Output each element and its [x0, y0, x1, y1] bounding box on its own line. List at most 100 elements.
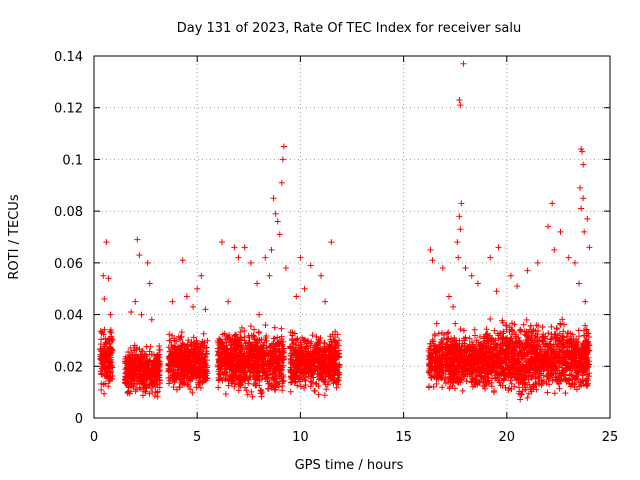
data-point	[269, 356, 276, 363]
data-point	[456, 96, 463, 103]
data-point	[245, 332, 252, 339]
data-point	[477, 334, 484, 341]
data-point	[196, 355, 203, 362]
data-point	[188, 361, 195, 368]
data-point	[198, 341, 205, 348]
data-point	[571, 259, 578, 266]
data-point	[131, 370, 138, 377]
data-point	[185, 337, 192, 344]
data-point	[468, 272, 475, 279]
data-point	[149, 388, 156, 395]
data-point	[241, 384, 248, 391]
data-point	[277, 364, 284, 371]
data-point	[524, 267, 531, 274]
data-point	[238, 357, 245, 364]
data-point	[188, 343, 195, 350]
data-point	[276, 231, 283, 238]
data-point	[138, 372, 145, 379]
data-point	[184, 341, 191, 348]
data-point	[103, 373, 110, 380]
data-point	[266, 343, 273, 350]
data-point	[151, 373, 158, 380]
data-point	[278, 179, 285, 186]
data-point	[255, 329, 262, 336]
data-point	[137, 351, 144, 358]
data-point	[268, 246, 275, 253]
data-point	[98, 354, 105, 361]
data-point	[427, 246, 434, 253]
data-point	[136, 384, 143, 391]
data-point	[178, 342, 185, 349]
data-point	[108, 356, 115, 363]
data-point	[278, 375, 285, 382]
data-point	[231, 383, 238, 390]
data-point	[200, 373, 207, 380]
data-point	[184, 367, 191, 374]
data-point	[293, 293, 300, 300]
data-point	[147, 343, 154, 350]
data-point	[287, 388, 294, 395]
data-point	[272, 375, 279, 382]
data-point	[165, 380, 172, 387]
data-point	[275, 383, 282, 390]
data-point	[256, 336, 263, 343]
data-point	[455, 254, 462, 261]
data-point	[551, 390, 558, 397]
data-point	[549, 200, 556, 207]
data-point	[561, 321, 568, 328]
data-point	[194, 365, 201, 372]
data-point	[243, 346, 250, 353]
data-point	[222, 362, 229, 369]
data-point	[144, 259, 151, 266]
data-point	[430, 383, 437, 390]
data-point	[122, 379, 129, 386]
y-axis-label: ROTI / TECUs	[7, 194, 22, 279]
data-point	[551, 246, 558, 253]
data-point	[439, 384, 446, 391]
data-point	[258, 393, 265, 400]
data-point	[457, 226, 464, 233]
data-point	[97, 341, 104, 348]
data-point	[271, 335, 278, 342]
data-point	[197, 377, 204, 384]
data-point	[235, 254, 242, 261]
data-point	[242, 359, 249, 366]
data-point	[517, 396, 524, 403]
data-point	[235, 343, 242, 350]
data-point	[154, 381, 161, 388]
data-point	[544, 389, 551, 396]
data-point	[256, 311, 263, 318]
data-point	[124, 389, 131, 396]
data-point	[169, 332, 176, 339]
data-point	[262, 371, 269, 378]
data-point	[192, 359, 199, 366]
data-point	[107, 359, 114, 366]
data-point	[269, 371, 276, 378]
data-point	[98, 386, 105, 393]
data-point	[236, 381, 243, 388]
data-point	[108, 329, 115, 336]
data-point	[197, 364, 204, 371]
data-point	[184, 373, 191, 380]
data-point	[244, 391, 251, 398]
data-point	[134, 380, 141, 387]
data-point	[232, 379, 239, 386]
y-tick-label: 0.02	[54, 360, 83, 375]
data-point	[100, 381, 107, 388]
data-point	[172, 344, 179, 351]
data-point	[256, 376, 263, 383]
data-point	[179, 373, 186, 380]
data-point	[514, 283, 521, 290]
data-point	[101, 343, 108, 350]
data-point	[138, 355, 145, 362]
data-point	[253, 362, 260, 369]
data-point	[272, 349, 279, 356]
data-point	[219, 343, 226, 350]
data-point	[535, 327, 542, 334]
data-point	[175, 364, 182, 371]
data-point	[277, 355, 284, 362]
data-point	[242, 373, 249, 380]
data-point	[232, 339, 239, 346]
data-point	[263, 374, 270, 381]
